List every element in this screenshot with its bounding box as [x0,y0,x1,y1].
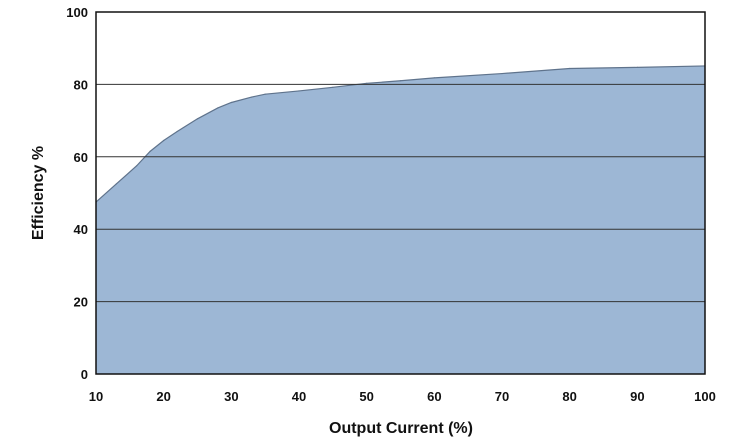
data-point [115,183,117,185]
x-tick-label: 30 [224,389,238,404]
y-tick-label: 40 [74,222,88,237]
y-tick-label: 60 [74,150,88,165]
x-tick-label: 80 [562,389,576,404]
data-point [149,150,151,152]
data-point [176,130,178,133]
data-point [636,66,638,68]
x-tick-label: 90 [630,389,644,404]
y-tick-label: 80 [74,77,88,92]
data-point [196,118,199,120]
tick-layer: 0 20 40 60 80 100 10 20 30 40 50 60 70 80 90 100 [66,5,716,404]
y-tick-label: 0 [81,367,88,382]
x-tick-label: 70 [495,389,509,404]
y-tick-label: 100 [66,5,88,20]
x-tick-label: 60 [427,389,441,404]
efficiency-area-0 [96,65,705,375]
data-point [136,165,138,167]
x-tick-label: 40 [292,389,306,404]
data-point [230,101,232,104]
frame-layer [95,11,706,375]
data-point [569,67,571,70]
data-point [433,77,435,79]
plot-layer [95,65,706,375]
x-axis-title: Output Current (%) [329,420,473,437]
data-point [251,96,253,98]
data-point [264,93,266,95]
x-tick-label: 50 [359,389,373,404]
data-point [399,80,402,82]
data-point [366,82,368,84]
data-point [298,90,300,92]
x-tick-label: 100 [694,389,716,404]
grid-layer [96,83,705,303]
data-point [217,107,219,109]
plot-frame [95,11,706,375]
data-point [332,86,334,88]
data-point [501,72,503,75]
y-axis-title: Efficiency % [30,146,47,240]
data-point [163,139,165,142]
efficiency-line-0 [95,65,706,203]
x-tick-label: 20 [156,389,170,404]
x-tick-label: 10 [89,389,103,404]
y-tick-label: 20 [74,295,88,310]
